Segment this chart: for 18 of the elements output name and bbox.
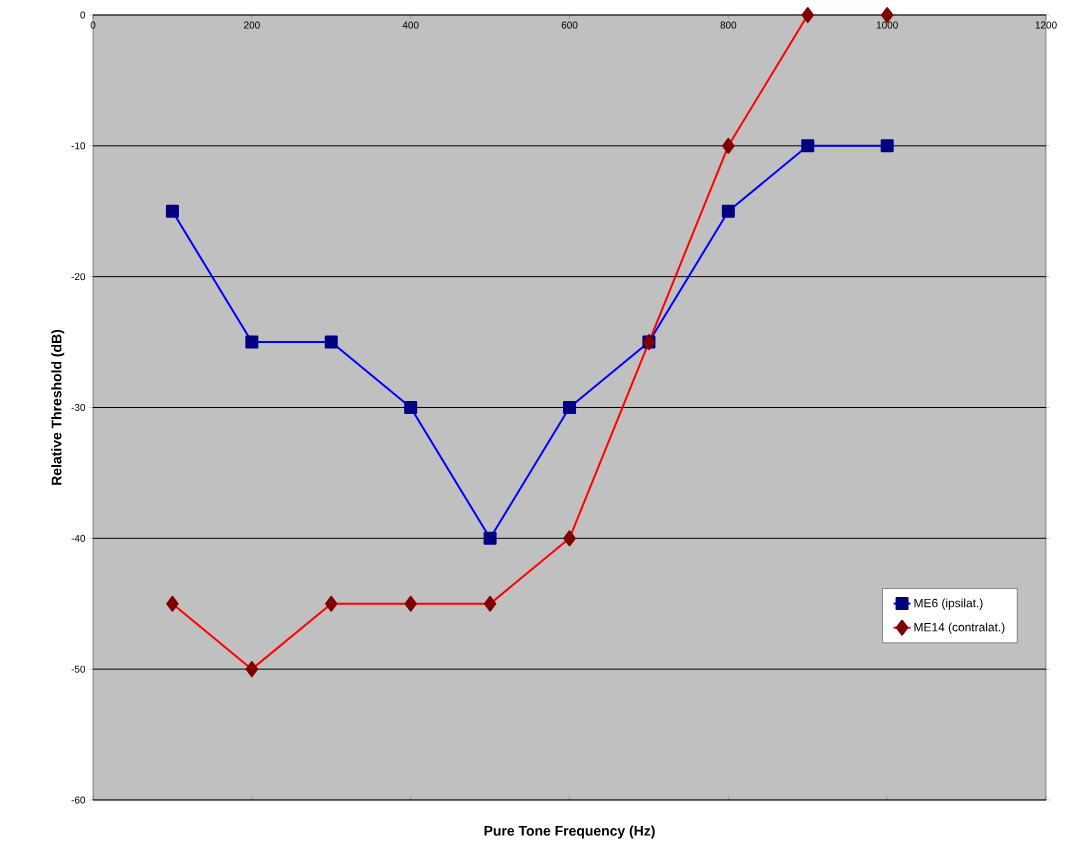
y-tick-label: -10 bbox=[71, 142, 86, 150]
x-axis-title: Pure Tone Frequency (Hz) bbox=[484, 825, 655, 839]
legend-label: ME6 (ipsilat.) bbox=[914, 598, 983, 610]
x-tick-label: 600 bbox=[561, 21, 578, 29]
x-tick-label: 1200 bbox=[1035, 21, 1057, 29]
y-tick-label: -20 bbox=[71, 273, 86, 281]
y-tick-label: 0 bbox=[80, 11, 86, 19]
y-tick-label: -60 bbox=[71, 796, 86, 804]
x-tick-label: 800 bbox=[720, 21, 737, 29]
x-tick-label: 0 bbox=[90, 21, 96, 29]
y-tick-label: -40 bbox=[71, 534, 86, 542]
y-tick-label: -30 bbox=[71, 403, 86, 412]
x-tick-label: 1000 bbox=[876, 21, 898, 29]
legend-label: ME14 (contralat.) bbox=[914, 622, 1005, 634]
x-tick-label: 400 bbox=[402, 21, 419, 29]
y-tick-label: -50 bbox=[71, 665, 86, 673]
x-tick-label: 200 bbox=[244, 21, 260, 29]
y-axis-title: Relative Threshold (dB) bbox=[51, 329, 65, 485]
